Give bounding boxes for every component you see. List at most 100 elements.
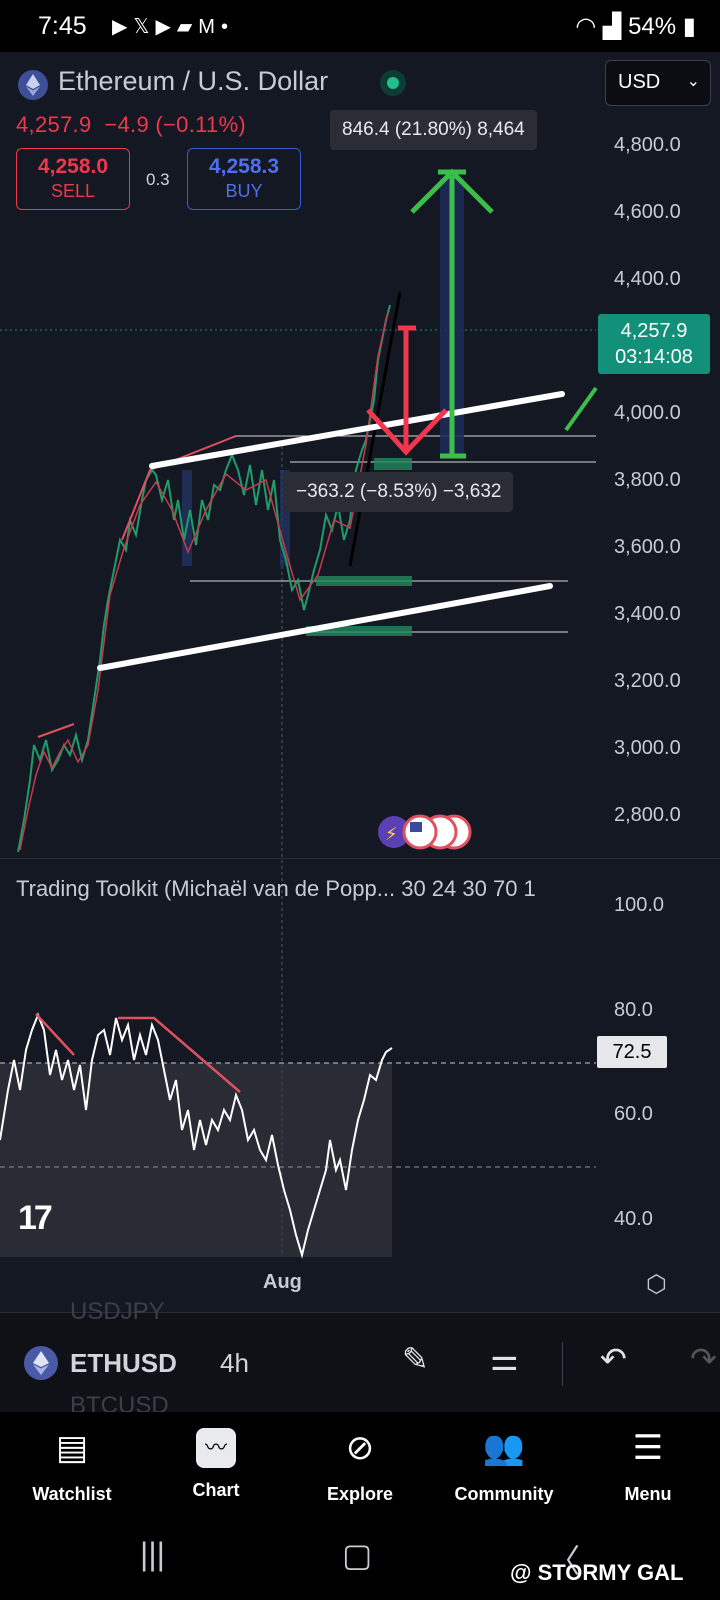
photos-icon: ▰ xyxy=(176,16,199,38)
measure-up-label: 846.4 (21.80%) 8,464 xyxy=(330,110,537,150)
nav-menu[interactable]: ☰ Menu xyxy=(578,1424,718,1505)
system-navigation-bar xyxy=(0,1522,720,1600)
last-price: 4,257.9 xyxy=(16,112,92,137)
undo-icon[interactable]: ↶ xyxy=(600,1341,627,1377)
recent-apps-icon[interactable]: ||| xyxy=(140,1536,165,1572)
chart-settings-icon[interactable]: ⬡ xyxy=(646,1271,667,1298)
ethereum-icon xyxy=(18,70,48,100)
sell-price: 4,258.0 xyxy=(37,155,109,178)
nav-menu-label: Menu xyxy=(624,1484,672,1504)
price-axis-label: 2,800.0 xyxy=(614,804,681,826)
compass-icon: ⊘ xyxy=(345,1429,375,1467)
status-bar xyxy=(0,0,720,52)
community-icon: 👥 xyxy=(482,1429,526,1467)
nav-community[interactable]: 👥 Community xyxy=(434,1424,574,1505)
price-axis-label: 3,000.0 xyxy=(614,737,681,759)
rsi-value-badge: 72.5 xyxy=(597,1036,667,1068)
lightning-icon xyxy=(378,816,410,848)
rsi-axis-label: 60.0 xyxy=(614,1103,653,1125)
trendline xyxy=(37,723,75,738)
rsi-trendline xyxy=(118,1016,241,1093)
buy-button[interactable]: 4,258.3 BUY xyxy=(187,148,301,210)
price-axis-label: 4,000.0 xyxy=(614,402,681,424)
bottom-navigation xyxy=(0,1412,720,1522)
x-icon: 𝕏 xyxy=(133,16,156,38)
watermark: @ STORMY GAL xyxy=(510,1560,684,1585)
nav-chart-label: Chart xyxy=(192,1480,240,1500)
chevron-down-icon: ⌄ xyxy=(686,73,700,90)
candlesticks xyxy=(17,304,391,853)
notification-icons: ▶𝕏▶▰M• xyxy=(112,14,234,39)
measure-down-label: −363.2 (−8.53%) −3,632 xyxy=(284,472,514,512)
drawing-tools-pencil-icon[interactable]: ✎ xyxy=(402,1341,429,1377)
demand-zone xyxy=(374,458,412,470)
price-summary: 4,257.9 −4.9 (−0.11%) xyxy=(16,112,246,138)
current-price-badge: 4,257.9 03:14:08 xyxy=(598,314,710,374)
price-change: −4.9 xyxy=(104,112,149,137)
menu-icon: ☰ xyxy=(632,1429,664,1467)
nav-explore[interactable]: ⊘ Explore xyxy=(290,1424,430,1505)
price-axis-label: 4,600.0 xyxy=(614,201,681,223)
nav-explore-label: Explore xyxy=(326,1484,394,1504)
youtube-icon: ▶ xyxy=(155,16,177,38)
trendline xyxy=(121,435,237,541)
price-axis-label: 3,800.0 xyxy=(614,469,681,491)
demand-zone xyxy=(306,626,412,636)
sell-button[interactable]: 4,258.0 SELL xyxy=(16,148,130,210)
market-open-indicator xyxy=(380,70,406,96)
battery-level: 54% xyxy=(628,13,677,40)
nav-community-label: Community xyxy=(454,1484,554,1504)
time-axis-label: Aug xyxy=(263,1271,302,1293)
battery-icon: ▮ xyxy=(682,13,696,40)
tradingview-logo-icon[interactable]: 17 xyxy=(18,1199,53,1237)
channel-lower xyxy=(97,583,553,671)
currency-value: USD xyxy=(618,71,661,93)
youtube-icon: ▶ xyxy=(112,16,134,38)
indicator-title[interactable]: Trading Toolkit (Michaël van de Popp... … xyxy=(16,876,536,901)
redo-icon[interactable]: ↷ xyxy=(690,1341,717,1377)
sell-label: SELL xyxy=(50,181,96,201)
interval-button[interactable]: 4h xyxy=(220,1348,249,1378)
pair-title[interactable]: Ethereum / U.S. Dollar xyxy=(58,66,329,96)
economic-events: ⚡ xyxy=(378,814,472,850)
svg-text:⚡: ⚡ xyxy=(385,824,398,845)
status-time: 7:45 xyxy=(38,12,87,40)
gmail-icon: M xyxy=(198,16,221,38)
rsi-axis-label: 40.0 xyxy=(614,1208,653,1230)
buy-price: 4,258.3 xyxy=(208,155,280,178)
chart-icon: 〰 xyxy=(196,1428,236,1468)
price-axis-label: 3,400.0 xyxy=(614,603,681,625)
projection-line xyxy=(564,386,598,432)
buy-label: BUY xyxy=(225,181,263,201)
price-axis-label: 4,400.0 xyxy=(614,268,681,290)
nav-watchlist[interactable]: ▤ Watchlist xyxy=(2,1424,142,1505)
channel-upper xyxy=(149,391,565,469)
price-axis-label: 3,200.0 xyxy=(614,670,681,692)
rsi-axis-label: 80.0 xyxy=(614,999,653,1021)
pane-separator[interactable] xyxy=(0,858,720,859)
rsi-axis-label: 100.0 xyxy=(614,894,665,916)
toolbar-divider xyxy=(562,1342,563,1386)
symbol-search-button[interactable]: ETHUSD xyxy=(70,1348,177,1378)
measure-zone xyxy=(182,470,192,566)
rsi-line xyxy=(0,1012,393,1259)
indicators-sliders-icon[interactable]: ⚌ xyxy=(490,1341,519,1377)
nav-chart[interactable]: 〰 Chart xyxy=(146,1424,286,1501)
rsi-trendline xyxy=(35,1013,75,1056)
nav-watchlist-label: Watchlist xyxy=(32,1484,112,1504)
dot-icon: • xyxy=(220,16,234,38)
wifi-icon: ◠ xyxy=(575,13,597,40)
price-axis-label: 3,600.0 xyxy=(614,536,681,558)
home-icon[interactable]: ▢ xyxy=(342,1537,373,1573)
scroll-symbol-previous[interactable]: USDJPY xyxy=(70,1298,165,1325)
back-icon[interactable]: 〈 xyxy=(548,1543,581,1579)
price-change-pct: (−0.11%) xyxy=(155,112,247,137)
price-chart[interactable]: ⚡ xyxy=(0,0,720,1290)
demand-zone xyxy=(316,576,412,586)
badge-countdown: 03:14:08 xyxy=(615,346,693,368)
currency-select[interactable]: USD ⌄ xyxy=(605,60,711,106)
spread-value: 0.3 xyxy=(146,170,170,189)
ethereum-icon[interactable] xyxy=(24,1346,58,1380)
symbol-toolbar xyxy=(0,1312,720,1413)
status-right: ◠ ▟ 54% ▮ xyxy=(575,12,696,41)
